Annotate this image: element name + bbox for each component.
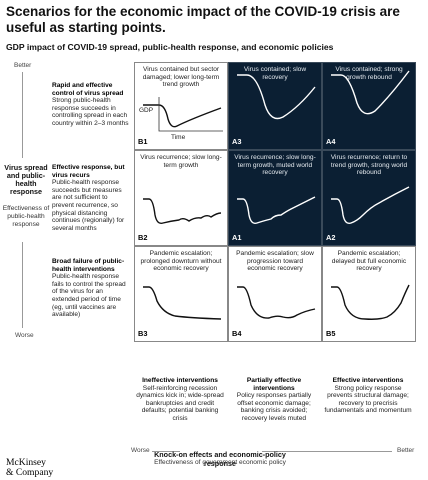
scenario-description: Virus recurrence; return to trend growth…	[330, 154, 408, 177]
time-axis-label: Time	[171, 134, 186, 141]
scenario-code: A1	[232, 233, 242, 242]
mini-chart-axes	[158, 97, 223, 132]
gdp-curve-line	[237, 74, 316, 120]
gdp-curve-line	[237, 286, 316, 319]
logo-line-1: McKinsey	[6, 457, 46, 468]
gdp-curve-chart	[237, 286, 316, 319]
column-description-middle: Partially effective interventions Policy…	[228, 377, 320, 423]
row-heading: Rapid and effective control of virus spr…	[52, 82, 124, 97]
scenario-cell-a4: Virus contained; strong growth rebound A4	[322, 62, 416, 150]
page-title: Scenarios for the economic impact of the…	[6, 4, 400, 35]
gdp-curve-line	[143, 104, 222, 128]
row-heading: Broad failure of public-health intervent…	[52, 258, 125, 273]
scenario-description: Pandemic escalation; slow progression to…	[236, 250, 314, 273]
x-axis-title: Knock-on effects and economic-policy res…	[154, 450, 286, 468]
row-body: Public-health response succeeds but meas…	[52, 179, 125, 232]
column-heading: Partially effective interventions	[246, 377, 302, 392]
scenario-description: Virus contained but sector damaged; lowe…	[142, 66, 220, 89]
scenario-code: A4	[326, 137, 336, 146]
scenario-description: Virus contained; slow recovery	[243, 66, 307, 81]
gdp-curve-line	[237, 196, 316, 225]
gdp-curve-chart	[237, 196, 316, 225]
gdp-axis-label: GDP	[139, 107, 153, 114]
x-axis-left-line	[152, 451, 180, 452]
row-body: Public-health response fails to control …	[52, 273, 126, 319]
scenario-code: B2	[138, 233, 148, 242]
gdp-curve-chart	[331, 284, 410, 320]
scenario-code: B1	[138, 137, 148, 146]
y-axis-upper-line	[22, 72, 23, 158]
scenario-description: Pandemic escalation; prolonged downturn …	[140, 250, 222, 273]
column-description-right: Effective interventions Strong policy re…	[322, 377, 414, 415]
gdp-curve-chart	[331, 186, 410, 225]
gdp-curve-line	[331, 70, 410, 115]
scenario-code: A2	[326, 233, 336, 242]
gdp-curve-chart	[331, 70, 410, 115]
scenario-cell-b4: Pandemic escalation; slow progression to…	[228, 246, 322, 342]
y-axis-title: Virus spread and public-health response	[4, 163, 48, 196]
column-body: Self-reinforcing recession dynamics kick…	[136, 384, 224, 422]
scenario-cell-a1: Virus recurrence; slow long-term growth,…	[228, 150, 322, 246]
mckinsey-logo: McKinsey & Company	[6, 458, 53, 478]
row-heading: Effective response, but virus recurs	[52, 164, 125, 179]
scenario-cell-b2: Virus recurrence; slow long-term growth B…	[134, 150, 228, 246]
y-axis-lower-line	[22, 242, 23, 328]
column-heading: Effective interventions	[332, 377, 404, 384]
gdp-curve-line	[143, 198, 222, 225]
gdp-curve-line	[143, 286, 222, 320]
scenario-description: Pandemic escalation; delayed but full ec…	[331, 250, 407, 273]
y-axis-top-label: Better	[14, 62, 32, 69]
y-axis-subtitle: Effectiveness of public-health response	[2, 205, 50, 228]
gdp-curve-chart: GDP Time	[139, 97, 223, 141]
scenario-cell-b5: Pandemic escalation; delayed but full ec…	[322, 246, 416, 342]
column-heading: Ineffective interventions	[142, 377, 218, 384]
scenario-description: Virus contained; strong growth rebound	[335, 66, 403, 81]
scenario-cell-b3: Pandemic escalation; prolonged downturn …	[134, 246, 228, 342]
x-axis-subtitle: Effectiveness of government economic pol…	[154, 459, 286, 466]
x-axis-right-label: Better	[397, 447, 415, 454]
scenario-cell-a3: Virus contained; slow recovery A3	[228, 62, 322, 150]
scenario-description: Virus recurrence; slow long-term growth	[140, 154, 222, 169]
logo-line-2: & Company	[6, 467, 54, 478]
scenario-cell-a2: Virus recurrence; return to trend growth…	[322, 150, 416, 246]
gdp-curve-line	[331, 284, 410, 320]
y-axis-bottom-label: Worse	[15, 332, 34, 339]
row-description-middle: Effective response, but virus recurs Pub…	[52, 164, 130, 232]
scenario-code: B5	[326, 329, 336, 338]
column-body: Policy responses partially offset econom…	[236, 392, 312, 422]
gdp-curve-chart	[143, 286, 222, 320]
scenario-cell-b1: Virus contained but sector damaged; lowe…	[134, 62, 228, 150]
x-axis-left-label: Worse	[131, 447, 150, 454]
row-body: Strong public-health response succeeds i…	[52, 97, 129, 127]
column-body: Strong policy response prevents structur…	[324, 384, 412, 415]
x-axis-right-line	[262, 451, 392, 452]
gdp-curve-chart	[143, 198, 222, 225]
scenario-code: A3	[232, 137, 242, 146]
gdp-curve-chart	[237, 74, 316, 120]
gdp-curve-line	[331, 186, 410, 225]
scenario-code: B3	[138, 329, 148, 338]
row-description-bottom: Broad failure of public-health intervent…	[52, 258, 130, 319]
scenario-code: B4	[232, 329, 242, 338]
scenario-description: Virus recurrence; slow long-term growth,…	[234, 154, 316, 177]
chart-subtitle: GDP impact of COVID-19 spread, public-he…	[6, 42, 334, 52]
row-description-top: Rapid and effective control of virus spr…	[52, 82, 130, 128]
column-description-left: Ineffective interventions Self-reinforci…	[134, 377, 226, 423]
